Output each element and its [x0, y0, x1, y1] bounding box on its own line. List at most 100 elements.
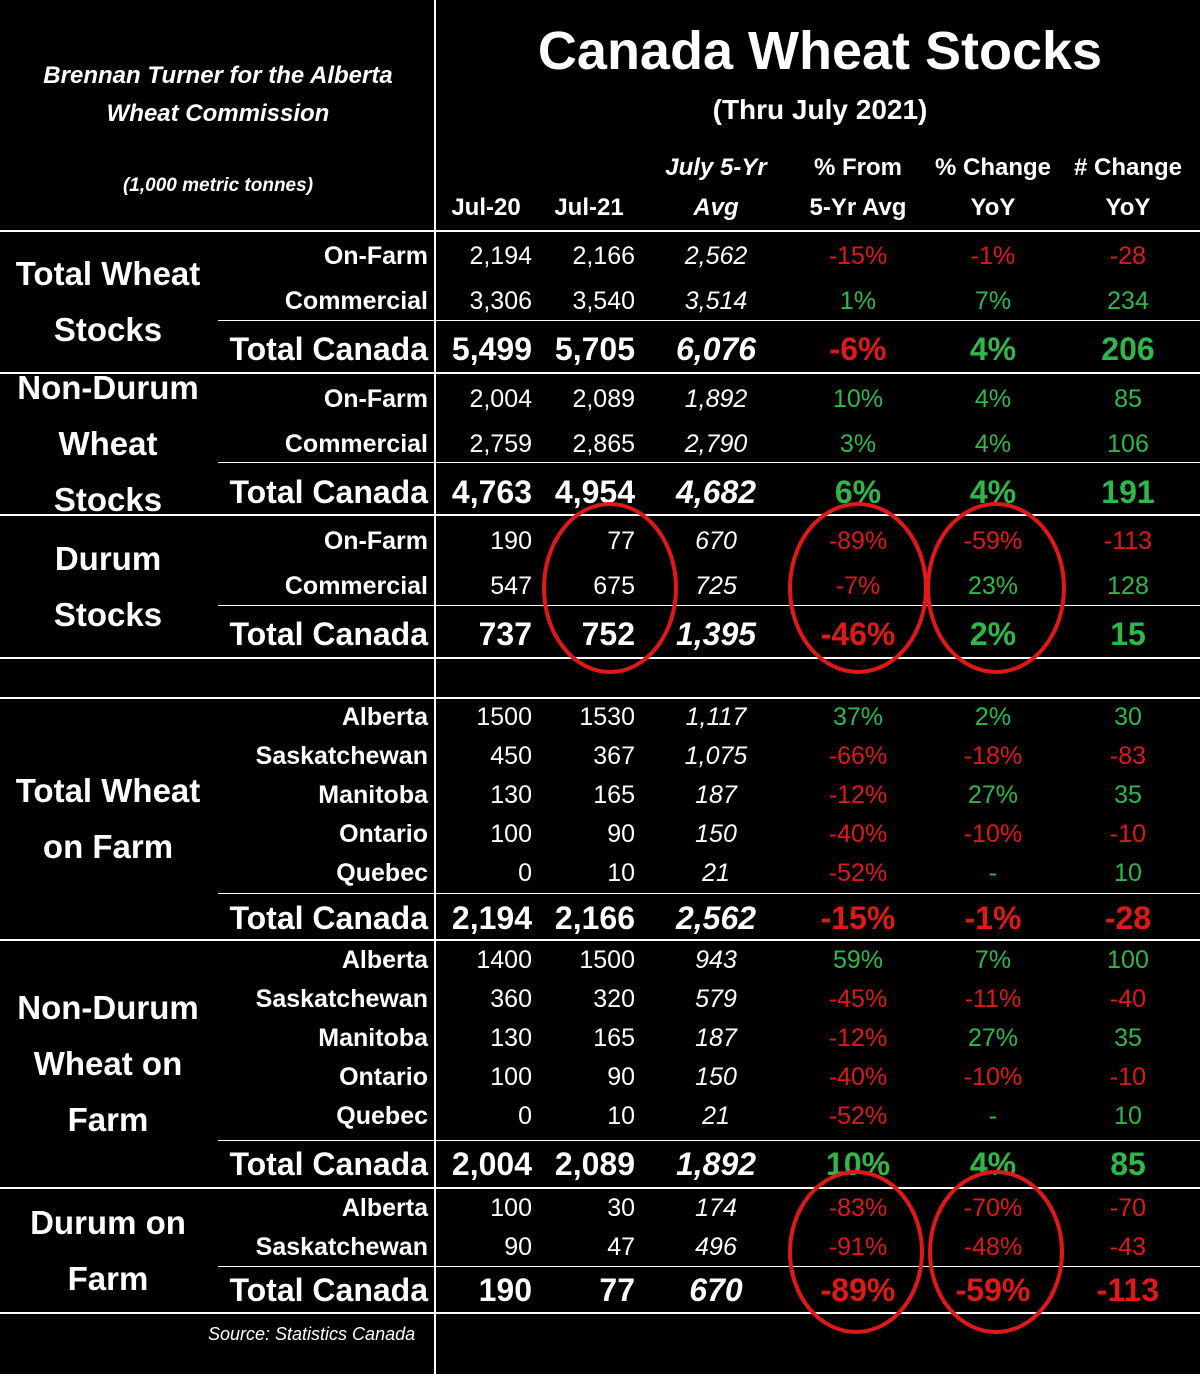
cell-pct_avg: -66%	[828, 742, 888, 770]
cell-pct_yoy: -11%	[964, 985, 1022, 1013]
row-divider	[0, 1187, 1200, 1189]
cell-pct_avg: -15%	[828, 242, 888, 270]
cell-num_yoy: 106	[1107, 430, 1149, 458]
cell-num_yoy: 85	[1114, 385, 1142, 413]
credit-line-2: Wheat Commission	[106, 100, 330, 127]
cell-pct_avg: -45%	[828, 985, 888, 1013]
row-label: Total Canada	[229, 616, 428, 652]
row-divider	[0, 1312, 1200, 1314]
row-label: Alberta	[341, 1194, 428, 1222]
cell-jul20: 190	[490, 527, 532, 555]
cell-pct_yoy: 4%	[974, 430, 1012, 458]
cell-avg: 187	[695, 781, 737, 809]
row-label: Ontario	[339, 820, 428, 848]
cell-pct_avg: 3%	[839, 430, 877, 458]
cell-avg: 2,562	[684, 242, 748, 270]
cell-pct_yoy: 4%	[974, 385, 1012, 413]
cell-jul21: 2,166	[572, 242, 635, 270]
cell-num_yoy: 85	[1110, 1146, 1146, 1182]
cell-avg: 21	[702, 859, 730, 887]
cell-num_yoy: 234	[1107, 287, 1149, 315]
cell-jul21: 752	[581, 616, 635, 652]
cell-avg: 150	[695, 1063, 737, 1091]
column-header-3-line-2: Avg	[693, 194, 739, 221]
cell-jul21: 10	[607, 859, 635, 887]
row-label: Total Canada	[229, 1272, 428, 1308]
total-divider	[218, 1266, 1200, 1267]
cell-pct_yoy: 2%	[974, 703, 1012, 731]
cell-jul20: 547	[490, 572, 532, 600]
cell-pct_avg: -52%	[828, 1102, 888, 1130]
cell-jul20: 450	[490, 742, 532, 770]
cell-jul20: 100	[490, 1063, 532, 1091]
cell-jul21: 165	[593, 781, 635, 809]
row-label: Quebec	[336, 1102, 428, 1130]
cell-pct_avg: -40%	[828, 820, 888, 848]
row-label: Total Canada	[229, 900, 428, 936]
cell-num_yoy: 10	[1114, 859, 1142, 887]
source-note: Source: Statistics Canada	[208, 1324, 416, 1344]
cell-pct_avg: 1%	[839, 287, 877, 315]
cell-avg: 579	[695, 985, 737, 1013]
cell-jul21: 367	[593, 742, 635, 770]
cell-avg: 150	[695, 820, 737, 848]
cell-num_yoy: -10	[1109, 820, 1147, 848]
cell-avg: 943	[695, 946, 737, 974]
cell-pct_avg: -89%	[820, 1272, 896, 1308]
cell-jul20: 2,004	[469, 385, 532, 413]
cell-jul21: 90	[607, 820, 635, 848]
cell-num_yoy: -43	[1109, 1233, 1147, 1261]
cell-num_yoy: 35	[1114, 1024, 1142, 1052]
section-label: Non-Durum Wheat on Farm	[17, 989, 199, 1138]
cell-avg: 496	[695, 1233, 737, 1261]
cell-num_yoy: -40	[1109, 985, 1147, 1013]
cell-jul21: 3,540	[572, 287, 635, 315]
cell-pct_yoy: 2%	[969, 616, 1017, 652]
total-divider	[218, 462, 1200, 463]
row-label: On-Farm	[323, 242, 428, 270]
cell-avg: 4,682	[675, 474, 757, 510]
cell-jul20: 1500	[476, 703, 532, 731]
row-label: Saskatchewan	[255, 742, 428, 770]
cell-pct_avg: 10%	[832, 385, 884, 413]
cell-jul20: 2,194	[469, 242, 532, 270]
section-label: Durum on Farm	[30, 1203, 186, 1297]
cell-avg: 1,075	[684, 742, 748, 770]
cell-jul20: 2,194	[451, 900, 532, 936]
total-divider	[218, 893, 1200, 894]
row-label: Alberta	[341, 946, 428, 974]
cell-pct_yoy: -1%	[964, 900, 1022, 936]
cell-avg: 725	[695, 572, 737, 600]
cell-jul20: 190	[478, 1272, 532, 1308]
cell-jul20: 2,759	[469, 430, 532, 458]
cell-jul20: 90	[504, 1233, 532, 1261]
row-label: Quebec	[336, 859, 428, 887]
cell-jul21: 2,089	[572, 385, 635, 413]
column-header-4-line-1: % From	[813, 154, 902, 181]
cell-pct_yoy: -59%	[963, 527, 1023, 555]
cell-jul21: 90	[607, 1063, 635, 1091]
column-header-1-line-2: Jul-20	[451, 194, 521, 221]
cell-pct_avg: 10%	[825, 1146, 891, 1182]
cell-pct_yoy: -	[988, 1102, 998, 1130]
chart-subtitle: (Thru July 2021)	[712, 94, 928, 125]
cell-jul21: 2,089	[554, 1146, 635, 1182]
cell-pct_yoy: 23%	[967, 572, 1019, 600]
cell-jul20: 360	[490, 985, 532, 1013]
cell-pct_avg: -15%	[820, 900, 896, 936]
cell-jul20: 737	[478, 616, 532, 652]
cell-pct_avg: -12%	[828, 781, 888, 809]
column-header-5-line-2: YoY	[970, 194, 1016, 221]
cell-jul20: 1400	[476, 946, 532, 974]
row-label: Saskatchewan	[255, 985, 428, 1013]
cell-num_yoy: 206	[1101, 331, 1155, 367]
cell-jul20: 130	[490, 781, 532, 809]
row-divider	[0, 657, 1200, 659]
cell-jul21: 77	[607, 527, 635, 555]
cell-num_yoy: -83	[1109, 742, 1147, 770]
row-label: Manitoba	[318, 1024, 428, 1052]
cell-num_yoy: -28	[1109, 242, 1147, 270]
cell-jul21: 77	[599, 1272, 635, 1308]
cell-jul21: 1530	[579, 703, 635, 731]
cell-jul21: 4,954	[554, 474, 635, 510]
